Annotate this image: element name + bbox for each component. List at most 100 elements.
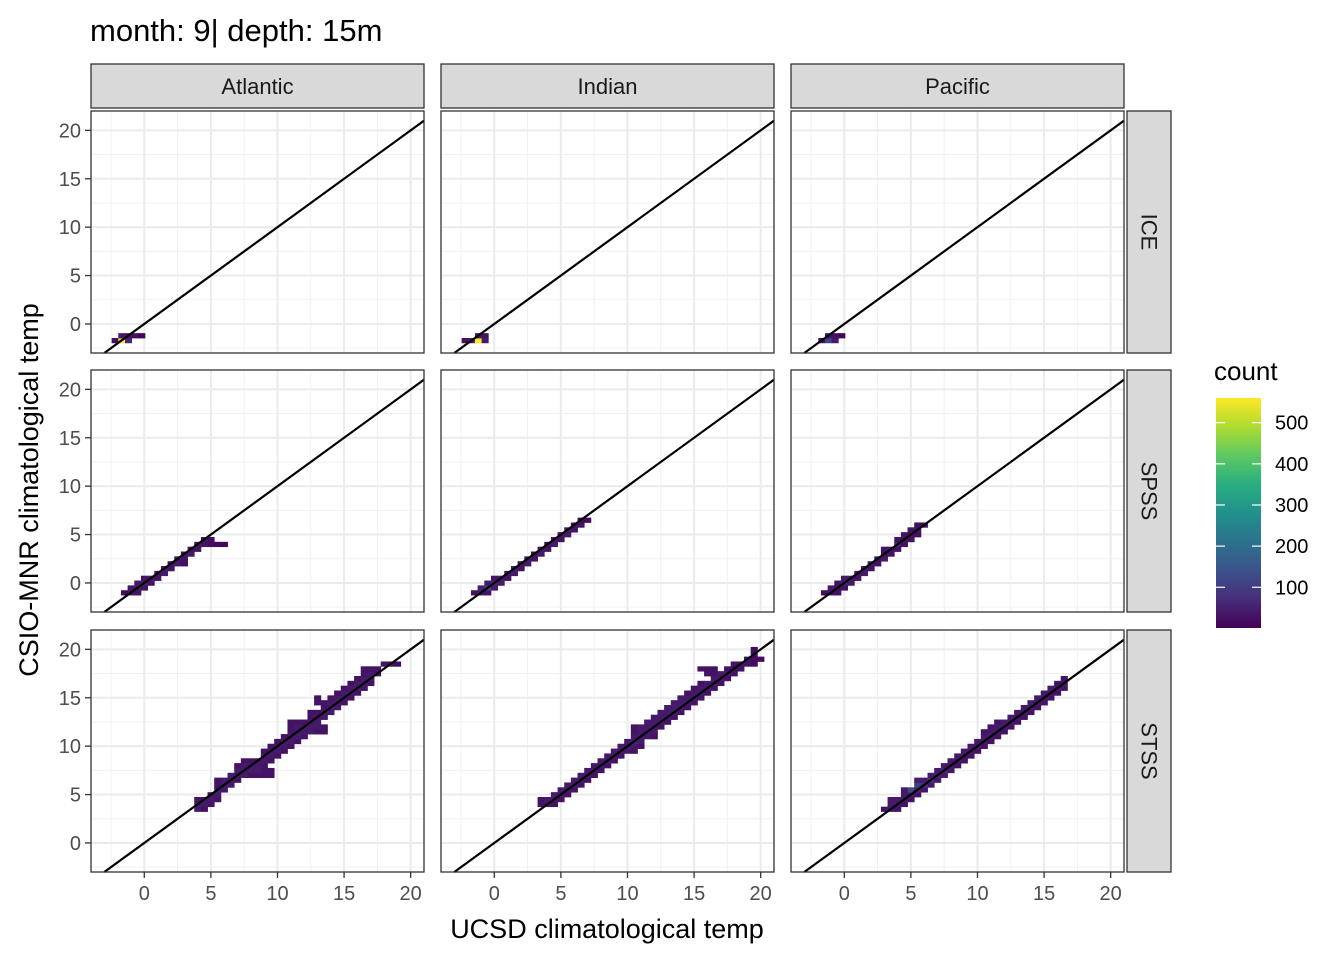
- heatmap-cell: [327, 709, 335, 716]
- heatmap-cell: [1047, 695, 1055, 701]
- heatmap-cell: [1020, 705, 1028, 711]
- heatmap-cell: [907, 787, 915, 793]
- facet-strip-label: Indian: [578, 74, 638, 99]
- heatmap-cell: [1007, 724, 1015, 730]
- heatmap-cell: [927, 782, 935, 788]
- x-axis-label: UCSD climatological temp: [450, 914, 764, 944]
- legend-tick-label: 200: [1275, 536, 1308, 558]
- heatmap-cell: [940, 763, 948, 769]
- heatmap-cell: [597, 758, 605, 764]
- heatmap-cell: [577, 772, 585, 779]
- panel-border: [440, 110, 775, 354]
- heatmap-cell: [334, 690, 342, 696]
- heatmap-cell: [994, 734, 1002, 740]
- x-tick-label: 5: [555, 883, 566, 905]
- heatmap-cell: [267, 772, 275, 779]
- heatmap-cell: [967, 743, 975, 749]
- heatmap-cell: [827, 585, 835, 591]
- heatmap-cell: [677, 709, 685, 716]
- identity-line: [803, 378, 1125, 613]
- x-tick-label: 15: [1033, 883, 1055, 905]
- y-tick-label: 20: [59, 379, 81, 401]
- heatmap-cell: [577, 522, 585, 528]
- heatmap-cell: [497, 580, 505, 586]
- panel-border: [440, 369, 775, 613]
- heatmap-cell: [300, 719, 308, 725]
- heatmap-cell: [834, 580, 842, 586]
- heatmap-cell: [831, 333, 839, 339]
- chart-title: month: 9| depth: 15m: [90, 13, 382, 48]
- heatmap-cell: [874, 561, 882, 567]
- heatmap-cell: [127, 585, 135, 591]
- heatmap-cell: [254, 763, 262, 769]
- heatmap-cell: [610, 758, 618, 764]
- panel-border: [440, 629, 775, 873]
- heatmap-cell: [260, 758, 268, 764]
- heatmap-cell: [947, 767, 955, 774]
- heatmap-cell: [900, 532, 908, 538]
- heatmap-cell: [354, 675, 362, 682]
- heatmap-cell: [340, 700, 348, 706]
- heatmap-cell: [730, 671, 738, 677]
- heatmap-cell: [824, 337, 833, 344]
- heatmap-cell: [690, 690, 698, 696]
- heatmap-cell: [234, 777, 242, 783]
- heatmap-cell: [200, 806, 208, 812]
- heatmap-cell: [1054, 690, 1062, 696]
- heatmap-cell: [131, 333, 139, 339]
- y-tick-label: 5: [70, 525, 81, 547]
- heatmap-cell: [307, 714, 315, 720]
- panel-background: [91, 370, 424, 612]
- heatmap-cell: [307, 724, 315, 730]
- heatmap-cell: [677, 695, 685, 701]
- heatmap-cell: [240, 763, 248, 769]
- heatmap-cell: [167, 566, 175, 572]
- heatmap-cell: [604, 753, 612, 759]
- heatmap-cell: [327, 695, 335, 701]
- identity-line: [803, 638, 1125, 873]
- facet-strip-column: [790, 63, 1125, 109]
- facet-panel: 0 5 10 15 20: [440, 629, 775, 905]
- heatmap-cell: [280, 734, 288, 740]
- heatmap-cell: [750, 661, 758, 667]
- identity-line: [453, 378, 775, 613]
- heatmap-cell: [750, 646, 758, 653]
- heatmap-cell: [138, 333, 146, 339]
- facet-panel: 0 5 10 15 20 0 5 10 15 20: [59, 629, 425, 905]
- heatmap-cell: [987, 738, 995, 745]
- heatmap-cell: [147, 580, 155, 586]
- heatmap-cell: [644, 734, 652, 740]
- heatmap-cell: [484, 590, 492, 596]
- heatmap-cell: [287, 743, 295, 749]
- heatmap-cell: [834, 590, 842, 596]
- y-tick-label: 20: [59, 120, 81, 142]
- heatmap-cell: [267, 758, 275, 764]
- heatmap-cell: [314, 700, 322, 706]
- identity-line: [453, 119, 775, 354]
- facet-strip-row: [1126, 369, 1172, 613]
- heatmap-cell: [1014, 719, 1022, 725]
- heatmap-cell: [744, 661, 752, 667]
- heatmap-cell: [894, 536, 902, 543]
- legend-tick-label: 300: [1275, 495, 1308, 517]
- heatmap-cell: [724, 666, 732, 672]
- x-tick-label: 5: [905, 883, 916, 905]
- heatmap-cell: [214, 796, 222, 803]
- heatmap-cell: [134, 580, 142, 586]
- y-tick-label: 15: [59, 688, 81, 710]
- facet-panel: [440, 369, 775, 613]
- heatmap-cell: [347, 680, 355, 687]
- heatmap-cell: [637, 724, 645, 730]
- heatmap-cell: [697, 680, 705, 687]
- heatmap-cell: [294, 738, 302, 745]
- heatmap-cell: [907, 527, 915, 533]
- heatmap-cell: [980, 729, 988, 735]
- heatmap-cell: [180, 556, 188, 562]
- heatmap-cell: [887, 551, 895, 557]
- heatmap-cell: [710, 685, 718, 691]
- heatmap-cell: [1000, 729, 1008, 735]
- heatmap-cell: [624, 738, 632, 745]
- heatmap-cell: [617, 753, 625, 759]
- heatmap-cell: [294, 719, 302, 725]
- facet-panel: [440, 110, 775, 354]
